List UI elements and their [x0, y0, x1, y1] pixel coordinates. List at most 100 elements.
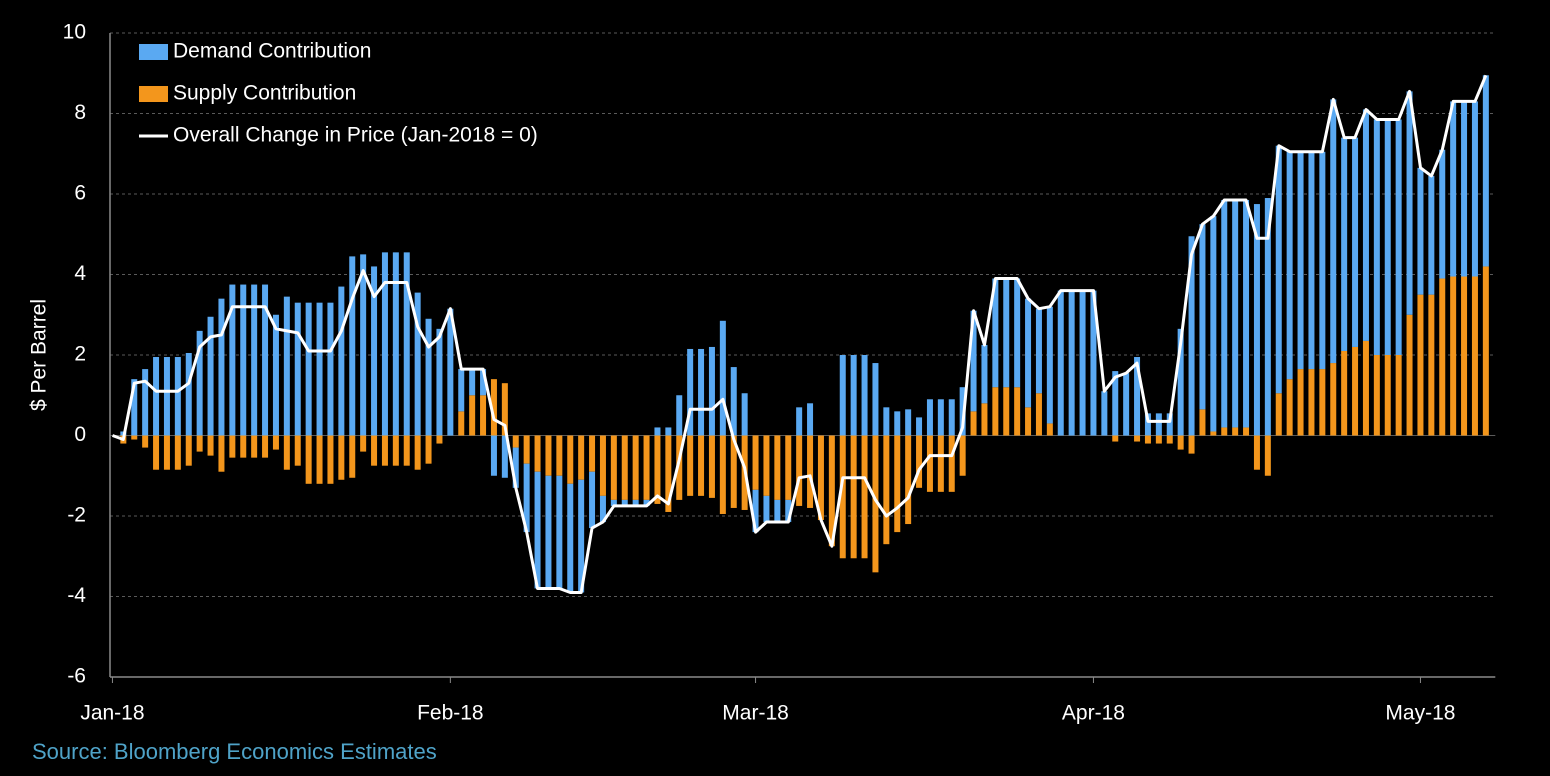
bar — [1166, 435, 1173, 444]
bar — [1471, 276, 1478, 436]
bar — [1155, 435, 1162, 444]
bar — [1210, 431, 1217, 436]
bar — [1177, 328, 1184, 436]
bar — [1352, 137, 1359, 347]
bar — [883, 435, 890, 545]
bar — [763, 495, 770, 523]
bar — [142, 369, 149, 436]
bar — [1025, 298, 1032, 408]
bar — [1395, 119, 1402, 355]
bar — [1101, 391, 1108, 436]
bar — [665, 435, 672, 512]
bar — [850, 435, 857, 559]
bar — [741, 393, 748, 436]
bar — [556, 435, 563, 476]
bar — [1362, 109, 1369, 341]
y-tick-label: -2 — [67, 504, 86, 527]
bar — [1275, 393, 1282, 436]
bar — [381, 252, 388, 436]
bar — [1025, 407, 1032, 436]
bar — [1319, 151, 1326, 370]
bar — [545, 435, 552, 476]
bar — [1003, 387, 1010, 436]
bar — [1199, 224, 1206, 410]
bar — [872, 363, 879, 436]
bar — [436, 328, 443, 436]
bar — [185, 435, 192, 466]
bar — [948, 399, 955, 436]
bar — [414, 292, 421, 436]
bar — [850, 355, 857, 436]
bar — [719, 320, 726, 436]
bar — [349, 256, 356, 436]
bar — [676, 395, 683, 436]
bar — [229, 284, 236, 436]
bar — [981, 344, 988, 404]
bar — [708, 435, 715, 498]
bar — [872, 435, 879, 573]
bar — [163, 435, 170, 470]
bar — [534, 471, 541, 589]
bar — [1243, 200, 1250, 428]
bar — [785, 435, 792, 500]
bar — [1057, 290, 1064, 436]
bar — [338, 435, 345, 480]
bar — [1450, 101, 1457, 277]
legend-label: Overall Change in Price (Jan-2018 = 0) — [173, 124, 538, 147]
bar — [807, 435, 814, 508]
bar — [654, 435, 661, 504]
bar — [283, 435, 290, 470]
bar — [469, 395, 476, 436]
bar — [469, 369, 476, 396]
bar — [1373, 355, 1380, 436]
bar — [392, 252, 399, 436]
bar — [1439, 278, 1446, 436]
bar — [240, 435, 247, 458]
bar — [436, 435, 443, 444]
x-tick-label: Feb-18 — [417, 702, 484, 725]
bar — [1286, 151, 1293, 380]
bar — [218, 435, 225, 472]
bar — [403, 252, 410, 436]
bar — [262, 284, 269, 436]
bar — [610, 435, 617, 500]
bar — [218, 298, 225, 436]
bar — [632, 499, 639, 506]
bar — [1352, 346, 1359, 436]
bar — [1341, 137, 1348, 351]
bar — [490, 435, 497, 476]
bar — [163, 357, 170, 436]
bar — [698, 348, 705, 436]
bar — [992, 278, 999, 388]
legend-label: Supply Contribution — [173, 82, 356, 105]
bar — [283, 296, 290, 436]
bar — [523, 463, 530, 533]
bar — [360, 254, 367, 436]
bar — [959, 435, 966, 476]
bar — [1373, 119, 1380, 355]
bar — [1319, 369, 1326, 436]
bar — [1232, 427, 1239, 436]
bar — [1482, 75, 1489, 267]
bar — [1221, 427, 1228, 436]
bar — [578, 479, 585, 593]
y-tick-label: 4 — [74, 262, 86, 285]
bar — [523, 435, 530, 464]
bar — [839, 355, 846, 436]
bar — [687, 435, 694, 496]
bar — [763, 435, 770, 496]
bar — [480, 369, 487, 396]
bar — [1014, 387, 1021, 436]
bar — [1417, 167, 1424, 295]
bar — [1275, 145, 1282, 394]
bar — [1134, 357, 1141, 436]
bar — [1384, 119, 1391, 355]
bar — [970, 411, 977, 436]
bar — [774, 499, 781, 523]
x-tick-label: Jan-18 — [80, 702, 144, 725]
bar — [1188, 435, 1195, 454]
y-tick-label: 6 — [74, 182, 86, 205]
bar — [1155, 413, 1162, 436]
bar — [305, 302, 312, 436]
bar — [752, 435, 759, 490]
